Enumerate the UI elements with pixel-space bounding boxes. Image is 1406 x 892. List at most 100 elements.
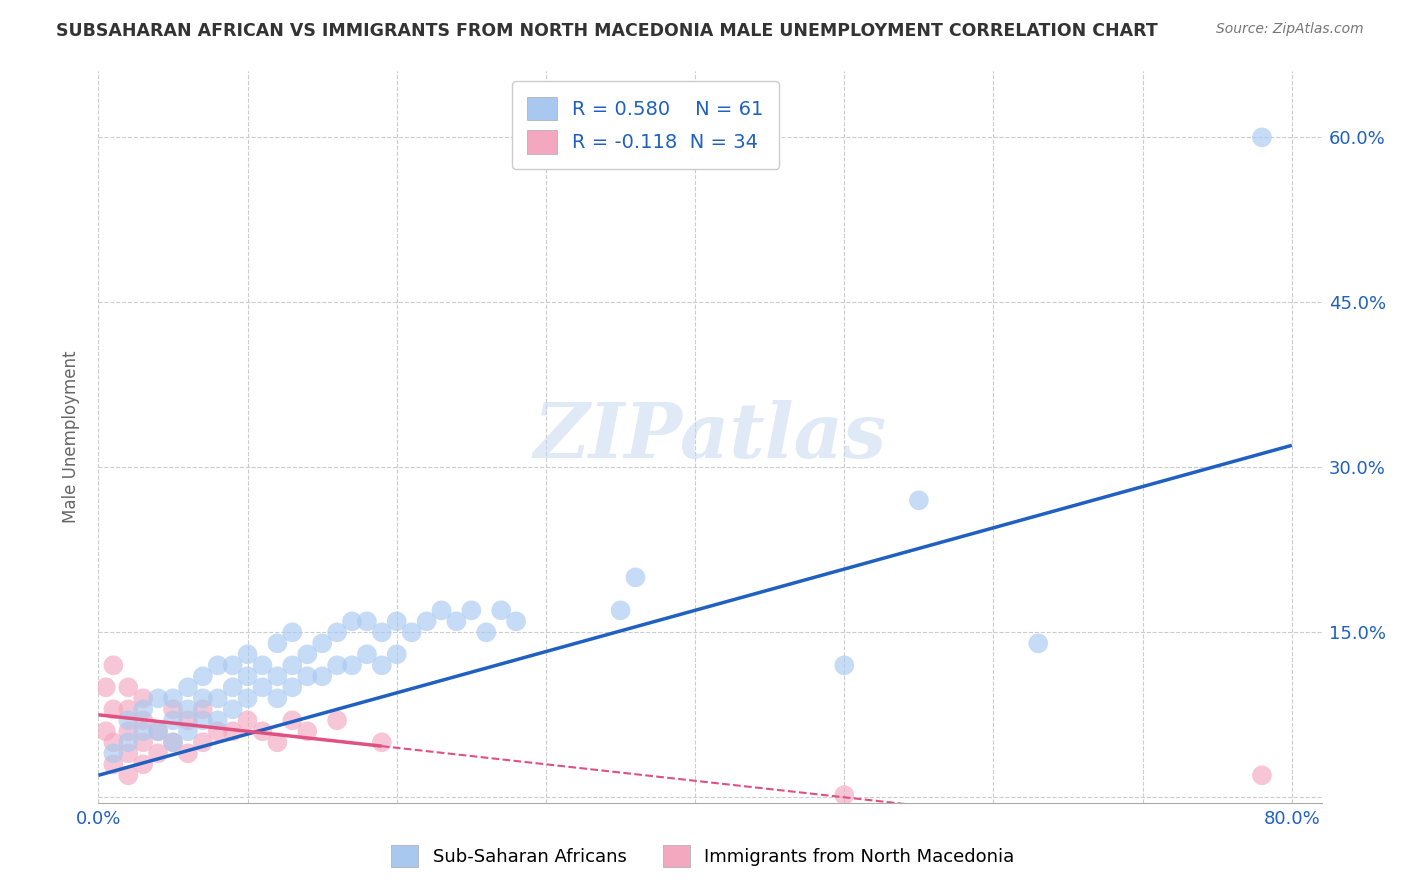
Text: ZIPatlas: ZIPatlas — [533, 401, 887, 474]
Point — [371, 625, 394, 640]
Point — [446, 615, 468, 629]
Point — [356, 648, 378, 662]
Point — [117, 702, 139, 716]
Point — [117, 681, 139, 695]
Point — [162, 702, 184, 716]
Point — [146, 724, 169, 739]
Point — [191, 714, 214, 728]
Point — [162, 735, 184, 749]
Point — [117, 724, 139, 739]
Point — [191, 735, 214, 749]
Point — [146, 691, 169, 706]
Point — [146, 747, 169, 761]
Point — [162, 691, 184, 706]
Point — [146, 724, 169, 739]
Point — [415, 615, 437, 629]
Point — [236, 648, 259, 662]
Point — [221, 724, 243, 739]
Point — [252, 658, 274, 673]
Point — [266, 691, 288, 706]
Point — [326, 625, 349, 640]
Point — [132, 691, 155, 706]
Point — [311, 669, 333, 683]
Point — [832, 788, 855, 802]
Point — [609, 603, 631, 617]
Point — [340, 658, 363, 673]
Point — [281, 681, 304, 695]
Point — [832, 658, 855, 673]
Legend: Sub-Saharan Africans, Immigrants from North Macedonia: Sub-Saharan Africans, Immigrants from No… — [384, 838, 1022, 874]
Point — [356, 615, 378, 629]
Point — [94, 724, 117, 739]
Point — [1026, 636, 1049, 650]
Point — [207, 724, 229, 739]
Point — [94, 681, 117, 695]
Point — [132, 702, 155, 716]
Point — [103, 702, 125, 716]
Point — [117, 735, 139, 749]
Point — [266, 669, 288, 683]
Point — [132, 757, 155, 772]
Point — [624, 570, 647, 584]
Point — [908, 493, 931, 508]
Point — [207, 658, 229, 673]
Point — [266, 735, 288, 749]
Point — [191, 669, 214, 683]
Point — [207, 714, 229, 728]
Legend: R = 0.580    N = 61, R = -0.118  N = 34: R = 0.580 N = 61, R = -0.118 N = 34 — [512, 81, 779, 169]
Point — [177, 681, 200, 695]
Point — [489, 603, 512, 617]
Y-axis label: Male Unemployment: Male Unemployment — [62, 351, 80, 524]
Point — [132, 735, 155, 749]
Point — [281, 714, 304, 728]
Point — [103, 658, 125, 673]
Point — [326, 714, 349, 728]
Point — [191, 702, 214, 716]
Point — [460, 603, 482, 617]
Point — [326, 658, 349, 673]
Point — [430, 603, 453, 617]
Point — [297, 669, 319, 683]
Point — [252, 681, 274, 695]
Point — [162, 735, 184, 749]
Point — [236, 669, 259, 683]
Point — [266, 636, 288, 650]
Point — [117, 747, 139, 761]
Point — [221, 658, 243, 673]
Text: Source: ZipAtlas.com: Source: ZipAtlas.com — [1216, 22, 1364, 37]
Point — [401, 625, 423, 640]
Point — [252, 724, 274, 739]
Point — [297, 724, 319, 739]
Text: SUBSAHARAN AFRICAN VS IMMIGRANTS FROM NORTH MACEDONIA MALE UNEMPLOYMENT CORRELAT: SUBSAHARAN AFRICAN VS IMMIGRANTS FROM NO… — [56, 22, 1159, 40]
Point — [221, 681, 243, 695]
Point — [236, 691, 259, 706]
Point — [117, 768, 139, 782]
Point — [221, 702, 243, 716]
Point — [311, 636, 333, 650]
Point — [1251, 130, 1274, 145]
Point — [1251, 768, 1274, 782]
Point — [103, 757, 125, 772]
Point — [281, 625, 304, 640]
Point — [103, 747, 125, 761]
Point — [177, 702, 200, 716]
Point — [162, 714, 184, 728]
Point — [191, 691, 214, 706]
Point — [177, 747, 200, 761]
Point — [371, 658, 394, 673]
Point — [371, 735, 394, 749]
Point — [385, 615, 408, 629]
Point — [132, 724, 155, 739]
Point — [207, 691, 229, 706]
Point — [475, 625, 498, 640]
Point — [385, 648, 408, 662]
Point — [281, 658, 304, 673]
Point — [297, 648, 319, 662]
Point — [505, 615, 527, 629]
Point — [177, 724, 200, 739]
Point — [117, 714, 139, 728]
Point — [132, 714, 155, 728]
Point — [177, 714, 200, 728]
Point — [103, 735, 125, 749]
Point — [236, 714, 259, 728]
